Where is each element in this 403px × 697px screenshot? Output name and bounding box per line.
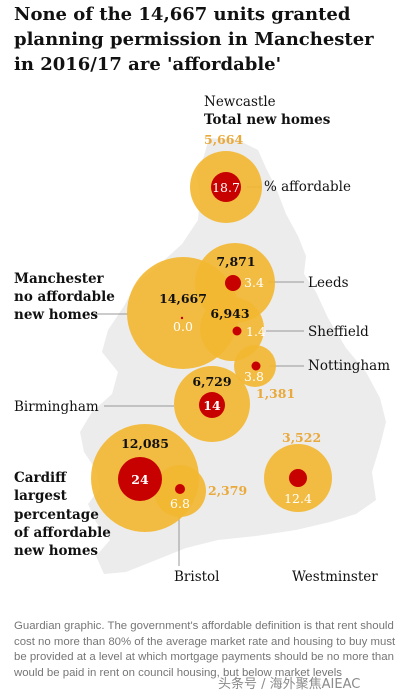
pct-label-leeds: 3.4 [244,275,264,290]
chart-title: None of the 14,667 units granted plannin… [14,4,374,75]
total-label-westminster: 3,522 [282,430,321,445]
pct-label-manchester: 0.0 [173,319,193,334]
legend-pct-label: % affordable [264,179,351,195]
pct-label-nottingham: 3.8 [244,369,264,384]
pct-label-sheffield: 1.4 [246,324,266,339]
source-note: Guardian graphic. The government's affor… [14,620,396,679]
total-label-manchester: 14,667 [159,291,207,306]
city-name-leeds: Leeds [308,275,349,291]
bubble-affordable-bristol [175,484,185,494]
annotation-manchester-2: no affordable [14,289,115,305]
pct-label-newcastle: 18.7 [212,180,240,195]
total-label-leeds: 7,871 [216,254,255,269]
watermark: 头条号 / 海外聚焦AIEAC [218,677,361,692]
bubble-total-sheffield [200,297,264,361]
annotation-cardiff-1: Cardiff [14,470,67,486]
pct-label-bristol: 6.8 [170,496,190,511]
city-name-bristol: Bristol [174,569,220,585]
bubble-affordable-cardiff [118,457,162,501]
bubble-affordable-manchester [180,316,184,320]
pct-label-birmingham: 14 [203,398,221,413]
legend-example-city: Newcastle [204,94,276,110]
annotation-cardiff-5: new homes [14,543,98,559]
city-name-nottingham: Nottingham [308,358,390,374]
bubble-affordable-nottingham [251,361,261,371]
total-label-birmingham: 6,729 [192,374,231,389]
annotation-manchester-3: new homes [14,307,98,323]
pct-label-westminster: 12.4 [284,491,312,506]
total-label-bristol: 2,379 [208,483,247,498]
total-label-newcastle: 5,664 [204,132,243,147]
city-name-birmingham: Birmingham [14,399,99,415]
annotation-cardiff-3: percentage [14,507,99,523]
total-label-cardiff: 12,085 [121,436,169,451]
bubble-affordable-westminster [289,469,307,487]
city-name-sheffield: Sheffield [308,324,369,340]
annotation-cardiff-2: largest [14,488,68,504]
pct-label-cardiff: 24 [131,472,149,487]
bubble-affordable-birmingham [199,392,225,418]
annotation-manchester-1: Manchester [14,271,105,287]
bubble-affordable-sheffield [232,326,242,336]
legend-total-label: Total new homes [204,112,331,128]
bubble-affordable-newcastle [211,172,241,202]
total-label-nottingham: 1,381 [256,386,295,401]
city-name-westminster: Westminster [292,569,378,585]
bubble-affordable-leeds [225,275,241,291]
total-label-sheffield: 6,943 [210,306,249,321]
annotation-cardiff-4: of affordable [14,525,111,541]
affordable-bubbles [118,172,307,501]
